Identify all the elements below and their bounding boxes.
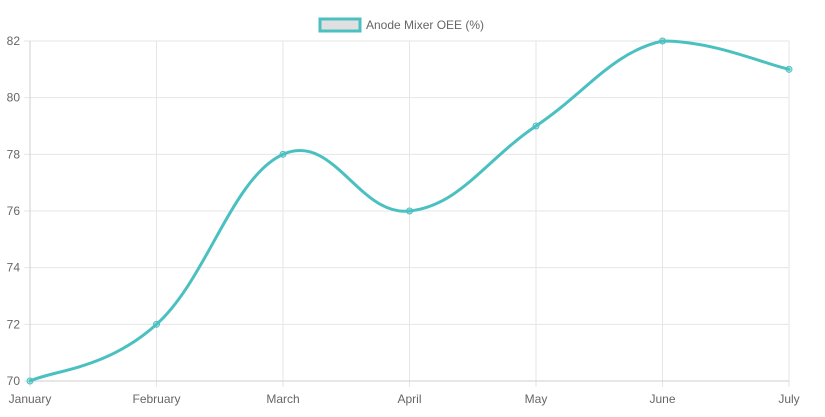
data-point[interactable] — [659, 37, 666, 45]
legend-swatch[interactable] — [318, 17, 362, 33]
grid-layer — [24, 40, 790, 387]
axis-layer: 70 72 74 76 78 80 82 January February March April M… — [7, 34, 800, 406]
series-layer — [26, 37, 793, 385]
data-point[interactable] — [406, 207, 413, 215]
legend-label[interactable]: Anode Mixer OEE (%) — [366, 18, 484, 32]
data-point[interactable] — [153, 320, 160, 328]
y-tick-label: 74 — [7, 261, 21, 275]
y-tick-label: 76 — [7, 204, 21, 218]
data-point[interactable] — [26, 377, 34, 385]
x-tick-label: July — [778, 392, 799, 406]
x-tick-label: April — [397, 392, 421, 406]
series-line — [28, 39, 791, 383]
y-tick-label: 72 — [7, 317, 21, 331]
x-tick-label: March — [266, 392, 299, 406]
x-tick-label: May — [525, 392, 548, 406]
data-point[interactable] — [785, 65, 793, 73]
x-tick-label: June — [649, 392, 675, 406]
x-tick-label: January — [9, 392, 52, 406]
y-tick-label: 80 — [7, 91, 21, 105]
x-tick-label: February — [132, 392, 180, 406]
y-tick-label: 78 — [7, 147, 21, 161]
data-point[interactable] — [279, 150, 287, 158]
legend[interactable]: Anode Mixer OEE (%) — [318, 17, 484, 33]
y-tick-label: 70 — [7, 374, 21, 388]
data-point[interactable] — [532, 122, 540, 130]
y-tick-label: 82 — [7, 34, 21, 48]
